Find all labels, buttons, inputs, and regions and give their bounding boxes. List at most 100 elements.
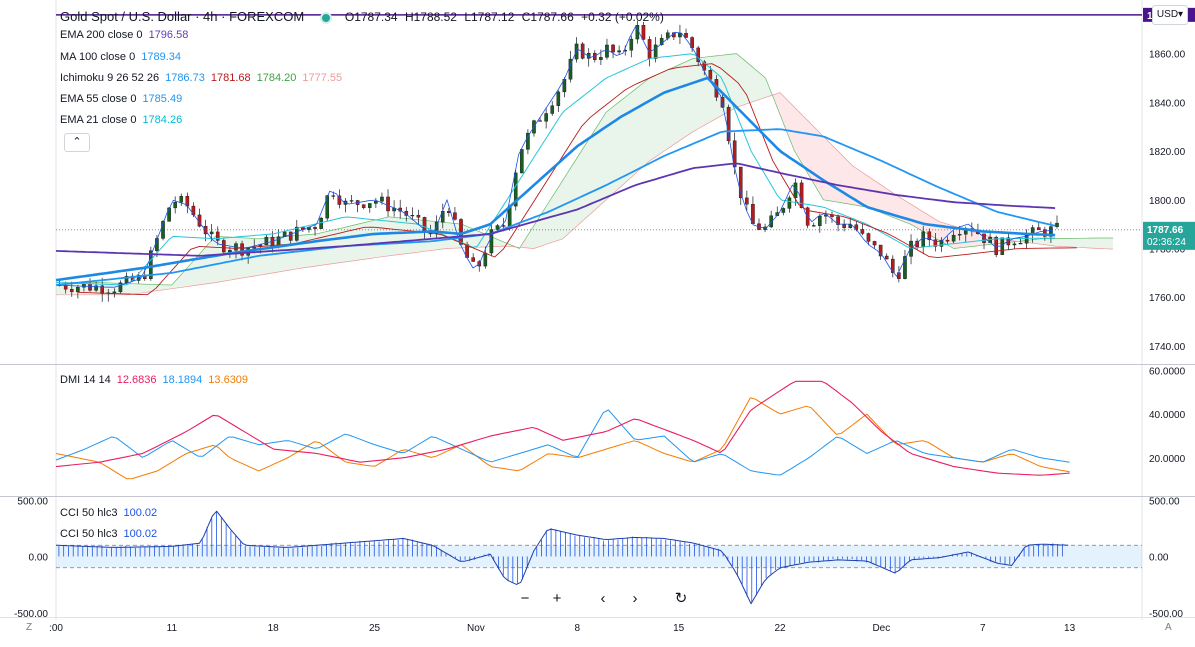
candle-body (501, 225, 506, 227)
candle-body (629, 38, 634, 51)
candle-body (1055, 222, 1059, 227)
candle-body (380, 196, 384, 202)
scroll-forward-button[interactable]: › (622, 586, 648, 612)
candle-body (167, 207, 171, 222)
candle-body (751, 203, 755, 224)
candle-body (933, 239, 938, 247)
candle-body (124, 275, 129, 283)
candle-body (526, 132, 530, 150)
candle-body (149, 250, 153, 280)
ohlc-open: O1787.34 (344, 10, 398, 24)
legend-value: 1786.73 (165, 72, 205, 84)
candle-body (179, 196, 184, 203)
candle-body (215, 231, 220, 241)
auto-scale-corner-right[interactable]: A (1165, 622, 1172, 633)
candle-body (599, 57, 603, 60)
candle-body (945, 239, 950, 242)
candle-body (288, 231, 293, 241)
price-tick-label: 1780.00 (1149, 244, 1186, 255)
candle-body (495, 225, 500, 230)
candle-body (927, 231, 932, 241)
candle-body (88, 283, 92, 291)
symbol-title[interactable]: Gold Spot / U.S. Dollar · 4h · FOREXCOM (60, 9, 305, 24)
candle-body (367, 203, 372, 208)
legend-value: 100.02 (123, 528, 158, 540)
candle-body (76, 287, 80, 293)
zoom-in-button[interactable]: + (544, 586, 570, 612)
dmi-tick-label: 20.0000 (1149, 454, 1186, 465)
ichimoku-cloud-bull (56, 53, 1114, 295)
legend-value: 1785.49 (142, 93, 183, 105)
candle-body (112, 291, 117, 293)
chevron-up-icon: ⌃ (72, 136, 82, 148)
candle-body (848, 224, 853, 228)
ohlc-close: C1787.66 (521, 10, 574, 24)
candle-body (331, 195, 336, 197)
legend-ichimoku[interactable]: Ichimoku 9 26 52 26 1786.73 1781.68 1784.20… (60, 71, 348, 85)
candle-body (489, 229, 494, 254)
candle-body (173, 201, 177, 209)
candle-body (951, 234, 956, 242)
scroll-back-button[interactable]: ‹ (590, 586, 616, 612)
candle-body (63, 285, 68, 290)
legend-value: 1796.58 (148, 29, 189, 41)
candle-body (264, 236, 269, 246)
candle-body (471, 257, 475, 262)
candle-body (337, 195, 342, 205)
candle-body (866, 233, 871, 242)
time-tick-label: 13 (1064, 623, 1076, 634)
candle-body (860, 229, 865, 234)
cci-line (55, 510, 1069, 605)
last-price-tag (1143, 221, 1195, 250)
time-tick-label: Dec (872, 623, 890, 634)
candle-body (538, 120, 542, 122)
legend-label: Ichimoku 9 26 52 26 (60, 72, 160, 84)
legend-ema55[interactable]: EMA 55 close 0 1785.49 (60, 92, 188, 106)
candle-body (903, 256, 907, 279)
legend-ema200[interactable]: EMA 200 close 0 1796.58 (60, 28, 194, 42)
zoom-out-button[interactable]: − (512, 586, 538, 612)
legend-cci-2[interactable]: CCI 50 hlc3 100.02 (60, 527, 163, 541)
collapse-legend-button[interactable]: ⌃ (64, 133, 90, 152)
legend-value: 1784.26 (142, 114, 183, 126)
candle-body (410, 214, 415, 217)
candle-body (720, 96, 725, 108)
candle-body (842, 224, 846, 228)
candle-body (69, 288, 74, 293)
legend-ma100[interactable]: MA 100 close 0 1789.34 (60, 50, 187, 64)
dmi-minus-line (55, 409, 1070, 476)
candle-body (295, 226, 299, 241)
candle-body (228, 250, 232, 253)
candle-body (374, 201, 378, 204)
candle-body (319, 217, 323, 229)
candle-body (787, 197, 792, 209)
candle-body (678, 33, 682, 38)
reset-chart-button[interactable]: ↻ (668, 586, 694, 612)
time-tick-label: 25 (369, 623, 381, 634)
ichimoku-cloud-bear (519, 92, 1019, 249)
candle-body (386, 196, 390, 212)
dmi-adx-line (55, 397, 1070, 480)
ichimoku-span-b (56, 92, 1114, 296)
zoom-toolbar: − + ‹ › ↻ (512, 586, 694, 612)
candle-body (702, 61, 707, 71)
candle-body (136, 274, 141, 281)
candle-body (209, 231, 214, 235)
legend-label: DMI 14 14 (60, 374, 111, 386)
legend-label: CCI 50 hlc3 (60, 507, 118, 519)
legend-cci-1[interactable]: CCI 50 hlc3 100.02 (60, 506, 163, 520)
legend-dmi[interactable]: DMI 14 14 12.6836 18.1894 13.6309 (60, 373, 254, 387)
ohlc-change: +0.32 (+0.02%) (581, 10, 664, 24)
candle-body (878, 244, 883, 257)
timezone-corner-left[interactable]: Z (26, 622, 33, 633)
price-tick-label: 1800.00 (1149, 196, 1186, 207)
time-tick-label: 15 (673, 623, 685, 634)
cci-tick-label: -500.00 (1149, 609, 1183, 620)
candle-body (617, 50, 621, 53)
legend-ema21[interactable]: EMA 21 close 0 1784.26 (60, 113, 188, 127)
currency-select[interactable]: USD▾ (1152, 5, 1188, 25)
time-tick-label: 8 (574, 623, 580, 634)
candle-body (1018, 243, 1023, 245)
